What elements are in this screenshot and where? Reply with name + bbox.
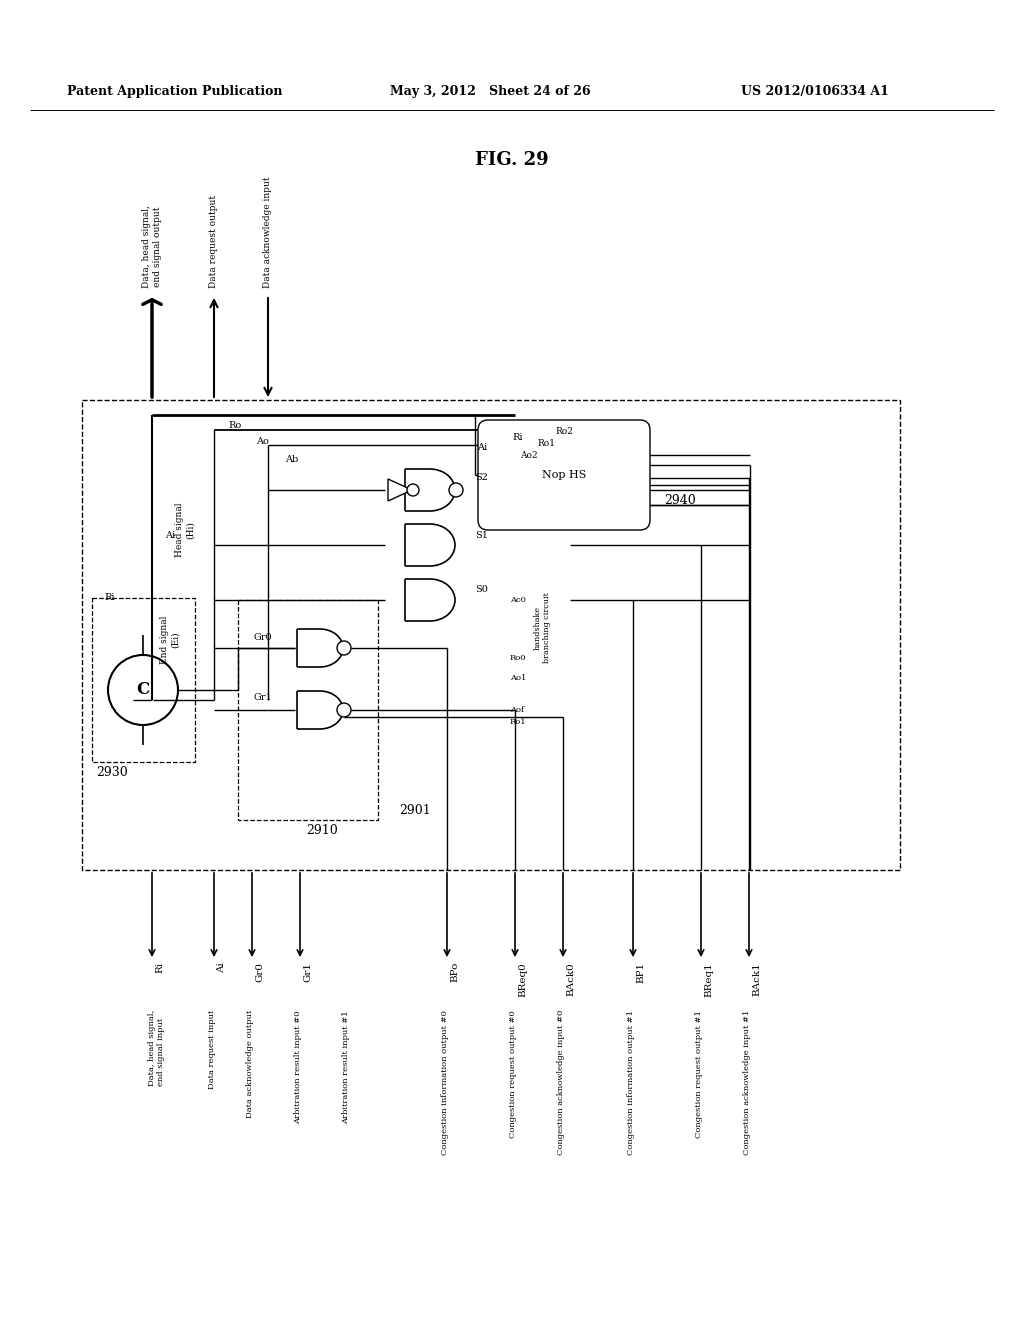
Text: Congestion information output #0: Congestion information output #0 (441, 1010, 449, 1155)
Text: Ri: Ri (155, 962, 164, 973)
Text: BReq1: BReq1 (705, 962, 713, 997)
Circle shape (449, 483, 463, 498)
Text: End signal
(Ei): End signal (Ei) (161, 616, 179, 664)
FancyBboxPatch shape (360, 425, 580, 810)
Text: Ao2: Ao2 (520, 451, 538, 461)
Text: May 3, 2012   Sheet 24 of 26: May 3, 2012 Sheet 24 of 26 (390, 86, 590, 99)
Bar (238, 601, 378, 820)
Text: Congestion acknowledge input #1: Congestion acknowledge input #1 (743, 1010, 751, 1155)
Text: BReq0: BReq0 (518, 962, 527, 997)
Text: Ro2: Ro2 (555, 428, 572, 437)
Text: Data acknowledge input: Data acknowledge input (263, 177, 272, 288)
Text: S2: S2 (475, 474, 488, 483)
Text: Ro1: Ro1 (537, 440, 555, 449)
Text: Ri: Ri (512, 433, 522, 442)
Text: Arbitration result input #1: Arbitration result input #1 (342, 1010, 350, 1123)
Text: Nop HS: Nop HS (542, 470, 586, 480)
Text: 2930: 2930 (96, 766, 128, 779)
Circle shape (407, 484, 419, 496)
Text: Ro: Ro (228, 421, 242, 429)
Text: Gr1: Gr1 (303, 962, 312, 982)
Text: Data request output: Data request output (210, 195, 218, 288)
Text: Gr0: Gr0 (255, 962, 264, 982)
Text: US 2012/0106334 A1: US 2012/0106334 A1 (741, 86, 889, 99)
Text: 2900: 2900 (593, 422, 628, 437)
Text: Ro0: Ro0 (510, 653, 526, 663)
Text: Congestion request output #1: Congestion request output #1 (695, 1010, 703, 1138)
Text: C: C (136, 681, 150, 698)
Text: Ai: Ai (217, 962, 226, 973)
Text: BAck0: BAck0 (566, 962, 575, 995)
Text: handshake
branching circuit: handshake branching circuit (534, 593, 551, 664)
Text: Data request input: Data request input (208, 1010, 216, 1089)
Circle shape (337, 642, 351, 655)
Polygon shape (388, 479, 412, 502)
Text: 2901: 2901 (399, 804, 431, 817)
Text: Patent Application Publication: Patent Application Publication (68, 86, 283, 99)
Text: 2940: 2940 (665, 494, 696, 507)
Text: Ac0: Ac0 (510, 597, 526, 605)
Text: Ro1: Ro1 (510, 718, 526, 726)
Text: Aof: Aof (510, 706, 524, 714)
Text: Congestion acknowledge input #0: Congestion acknowledge input #0 (557, 1010, 565, 1155)
Text: Congestion request output #0: Congestion request output #0 (509, 1010, 517, 1138)
FancyBboxPatch shape (478, 420, 650, 531)
Text: Congestion information output #1: Congestion information output #1 (627, 1010, 635, 1155)
Circle shape (337, 704, 351, 717)
Text: Gr0: Gr0 (253, 634, 271, 643)
Text: S1: S1 (475, 531, 488, 540)
Circle shape (108, 655, 178, 725)
Text: Gr1: Gr1 (253, 693, 271, 702)
Text: 2910: 2910 (306, 824, 338, 837)
Text: Data, head signal,
end signal input: Data, head signal, end signal input (148, 1010, 165, 1086)
Text: Ri: Ri (104, 594, 115, 602)
Text: Ao1: Ao1 (510, 675, 526, 682)
Text: BP1: BP1 (636, 962, 645, 983)
Text: Data, head signal,
end signal output: Data, head signal, end signal output (142, 205, 162, 288)
Text: Head signal
(Hi): Head signal (Hi) (175, 503, 195, 557)
Text: Ai: Ai (477, 444, 487, 453)
Text: BAck1: BAck1 (752, 962, 761, 995)
Text: BPo: BPo (450, 962, 459, 982)
Text: Ao: Ao (256, 437, 269, 446)
Text: FIG. 29: FIG. 29 (475, 150, 549, 169)
Text: Ab: Ab (285, 455, 298, 465)
Bar (82, 400, 900, 870)
Text: Data acknowledge output: Data acknowledge output (246, 1010, 254, 1118)
Bar (92, 598, 195, 762)
Text: S0: S0 (475, 586, 487, 594)
Text: Arbitration result input #0: Arbitration result input #0 (294, 1010, 302, 1123)
Text: Ai: Ai (165, 531, 175, 540)
